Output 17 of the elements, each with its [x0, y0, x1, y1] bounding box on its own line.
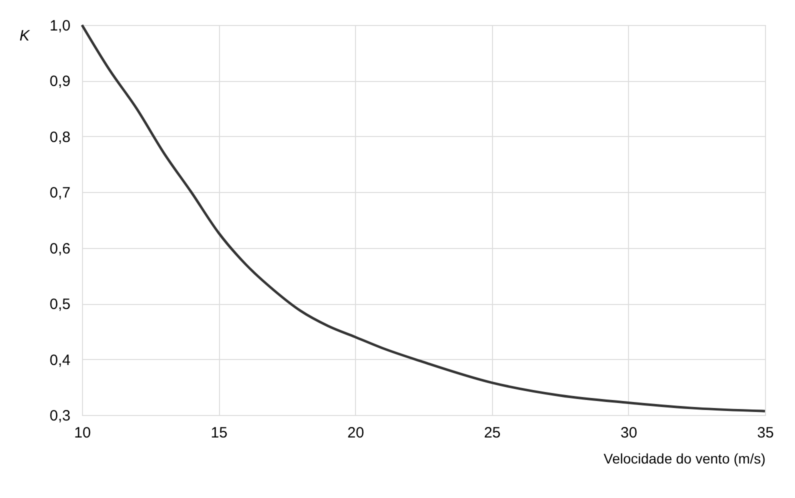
x-tick-label: 25 — [484, 424, 501, 442]
x-tick-label: 15 — [210, 424, 228, 442]
y-tick-label: 0,8 — [50, 128, 70, 146]
x-axis-title: Velocidade do vento (m/s) — [604, 450, 766, 466]
y-tick-label: 0,5 — [50, 296, 70, 314]
y-tick-label: 0,6 — [50, 240, 70, 258]
x-tick-label: 20 — [347, 424, 364, 442]
y-tick-label: 1,0 — [50, 18, 70, 34]
y-tick-label: 0,4 — [50, 352, 70, 369]
x-tick-label: 35 — [757, 424, 774, 442]
y-tick-label: 0,3 — [50, 408, 70, 424]
x-tick-label: 30 — [620, 424, 638, 442]
y-tick-label: 0,7 — [50, 184, 70, 202]
y-tick-label: 0,9 — [50, 73, 70, 90]
y-axis-title: K — [19, 28, 30, 44]
line-series — [80, 24, 766, 412]
x-tick-label: 10 — [74, 424, 91, 442]
